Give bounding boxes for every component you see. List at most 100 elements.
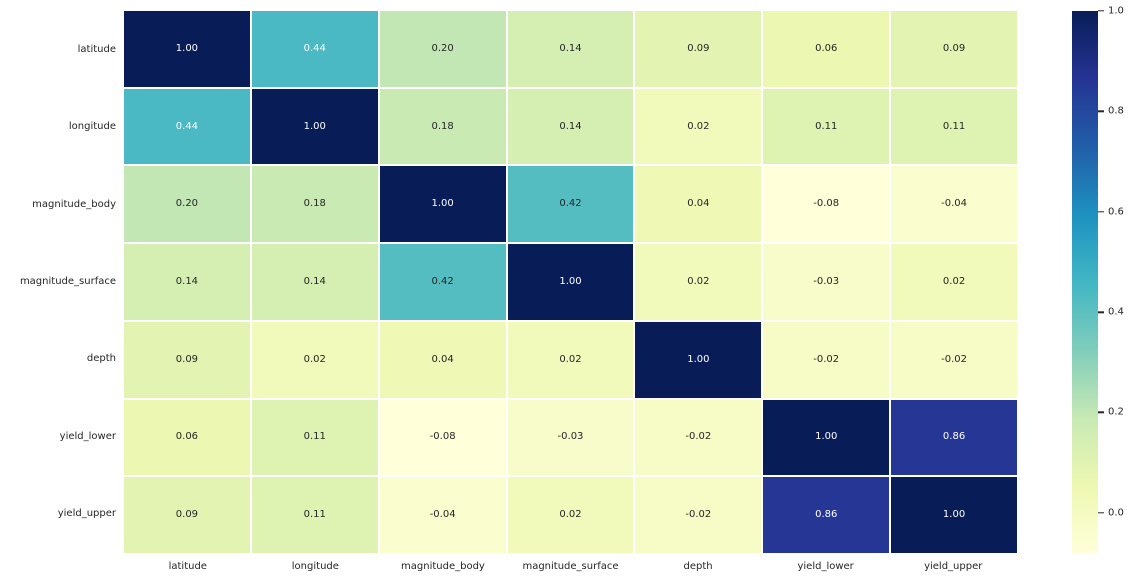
- heatmap-cell-longitude-longitude: 1.00: [251, 88, 378, 165]
- cell-value: 1.00: [303, 120, 326, 132]
- heatmap-cell-magnitude_body-longitude: 0.18: [251, 166, 378, 243]
- heatmap-cell-yield_upper-depth: -0.02: [635, 477, 762, 553]
- cell-value: 0.11: [303, 431, 326, 443]
- cell-value: 0.20: [175, 198, 199, 210]
- cell-value: -0.02: [685, 431, 712, 443]
- heatmap-cell-latitude-depth: 0.09: [635, 11, 762, 87]
- heatmap-cell-magnitude_surface-depth: 0.02: [635, 244, 762, 320]
- heatmap-cell-longitude-yield_upper: 0.11: [891, 88, 1017, 165]
- heatmap-cell-yield_upper-magnitude_body: -0.04: [379, 477, 506, 553]
- heatmap-cell-depth-yield_lower: -0.02: [763, 321, 890, 398]
- colorbar-tick-mark: [1098, 211, 1104, 213]
- y-axis-label-longitude: longitude: [68, 121, 116, 133]
- x-axis-label-latitude: latitude: [168, 561, 207, 572]
- y-axis-label-depth: depth: [86, 353, 116, 365]
- heatmap-cell-magnitude_body-magnitude_body: 1.00: [379, 166, 506, 243]
- heatmap-cell-depth-longitude: 0.02: [251, 321, 378, 398]
- cell-value: 1.00: [559, 275, 582, 287]
- heatmap-cell-depth-yield_upper: -0.02: [891, 321, 1017, 398]
- heatmap-cell-yield_lower-latitude: 0.06: [124, 399, 250, 476]
- heatmap-cell-magnitude_body-latitude: 0.20: [124, 166, 250, 243]
- cell-value: 0.44: [303, 42, 326, 54]
- heatmap-cell-latitude-longitude: 0.44: [251, 11, 378, 87]
- x-axis-label-yield_lower: yield_lower: [797, 561, 854, 572]
- heatmap-cell-latitude-latitude: 1.00: [124, 11, 250, 87]
- cell-value: -0.03: [813, 275, 840, 287]
- heatmap-cell-magnitude_surface-yield_upper: 0.02: [891, 244, 1017, 320]
- cell-value: 0.14: [303, 275, 326, 287]
- heatmap-cell-yield_lower-yield_lower: 1.00: [763, 399, 890, 476]
- x-axis-label-magnitude_surface: magnitude_surface: [522, 561, 619, 572]
- colorbar-tick-mark: [1098, 512, 1104, 514]
- cell-value: 0.86: [942, 431, 966, 443]
- cell-value: 0.02: [687, 120, 710, 132]
- x-axis-label-magnitude_body: magnitude_body: [401, 561, 485, 572]
- cell-value: -0.02: [941, 353, 967, 365]
- heatmap-cell-magnitude_surface-latitude: 0.14: [124, 244, 250, 320]
- colorbar-gradient: [1072, 11, 1098, 553]
- heatmap-cell-latitude-magnitude_surface: 0.14: [507, 11, 634, 87]
- heatmap-cell-yield_upper-yield_lower: 0.86: [763, 477, 890, 553]
- cell-value: 0.09: [175, 353, 199, 365]
- cell-value: 0.09: [175, 509, 199, 521]
- heatmap-cell-magnitude_body-yield_lower: -0.08: [763, 166, 890, 243]
- cell-value: 1.00: [175, 42, 199, 54]
- cell-value: 0.02: [942, 275, 966, 287]
- colorbar-tick-label: 0.8: [1108, 105, 1124, 117]
- heatmap-cell-latitude-yield_lower: 0.06: [763, 11, 890, 87]
- x-axis-label-yield_upper: yield_upper: [924, 561, 983, 572]
- heatmap-cell-magnitude_body-depth: 0.04: [635, 166, 762, 243]
- cell-value: 0.11: [303, 509, 326, 521]
- cell-value: 1.00: [431, 198, 454, 210]
- heatmap-cell-magnitude_surface-longitude: 0.14: [251, 244, 378, 320]
- cell-value: 0.09: [942, 42, 966, 54]
- heatmap-cell-latitude-yield_upper: 0.09: [891, 11, 1017, 87]
- cell-value: 0.42: [559, 198, 582, 210]
- cell-value: 1.00: [687, 353, 710, 365]
- cell-value: 0.06: [815, 42, 838, 54]
- y-axis-label-magnitude_body: magnitude_body: [32, 198, 116, 210]
- cell-value: 1.00: [942, 509, 966, 521]
- heatmap-cell-magnitude_body-magnitude_surface: 0.42: [507, 166, 634, 243]
- colorbar-tick-label: 0.6: [1108, 206, 1124, 218]
- heatmap-cell-magnitude_body-yield_upper: -0.04: [891, 166, 1017, 243]
- x-axis-label-longitude: longitude: [291, 561, 339, 572]
- heatmap-cell-longitude-yield_lower: 0.11: [763, 88, 890, 165]
- heatmap-cell-magnitude_surface-yield_lower: -0.03: [763, 244, 890, 320]
- heatmap-cell-yield_lower-yield_upper: 0.86: [891, 399, 1017, 476]
- cell-value: 0.44: [175, 120, 199, 132]
- colorbar-tick-label: 0.2: [1108, 406, 1124, 418]
- heatmap-grid: 1.00 0.44 0.20 0.14 0.09 0.06 0.09 0.44 1.00 0.18…: [124, 11, 1017, 553]
- heatmap-cell-longitude-latitude: 0.44: [124, 88, 250, 165]
- colorbar-tick-label: 1.0: [1108, 5, 1124, 17]
- cell-value: 0.02: [559, 353, 582, 365]
- heatmap-cell-depth-depth: 1.00: [635, 321, 762, 398]
- y-axis-label-magnitude_surface: magnitude_surface: [19, 276, 116, 287]
- heatmap-cell-depth-latitude: 0.09: [124, 321, 250, 398]
- heatmap-cell-depth-magnitude_surface: 0.02: [507, 321, 634, 398]
- cell-value: 0.02: [303, 353, 326, 365]
- colorbar-tick-mark: [1098, 411, 1104, 414]
- y-axis-label-latitude: latitude: [77, 43, 116, 55]
- cell-value: 1.00: [815, 431, 838, 443]
- heatmap-cell-yield_upper-latitude: 0.09: [124, 477, 250, 553]
- cell-value: 0.86: [815, 509, 838, 521]
- cell-value: 0.42: [431, 275, 454, 287]
- cell-value: 0.11: [815, 120, 838, 132]
- colorbar-tick-label: 0.0: [1108, 507, 1124, 519]
- colorbar-tick-mark: [1098, 10, 1104, 12]
- y-axis-label-yield_lower: yield_lower: [59, 430, 116, 442]
- heatmap-cell-yield_lower-depth: -0.02: [635, 399, 762, 476]
- heatmap-cell-longitude-magnitude_surface: 0.14: [507, 88, 634, 165]
- colorbar-tick-mark: [1098, 110, 1104, 113]
- heatmap-cell-depth-magnitude_body: 0.04: [379, 321, 506, 398]
- cell-value: -0.02: [685, 509, 712, 521]
- cell-value: 0.14: [559, 42, 582, 54]
- cell-value: -0.03: [557, 431, 584, 443]
- cell-value: 0.14: [175, 275, 199, 287]
- cell-value: 0.20: [431, 42, 454, 54]
- heatmap-cell-magnitude_surface-magnitude_body: 0.42: [379, 244, 506, 320]
- heatmap-cell-yield_upper-magnitude_surface: 0.02: [507, 477, 634, 553]
- x-axis-label-depth: depth: [683, 561, 713, 572]
